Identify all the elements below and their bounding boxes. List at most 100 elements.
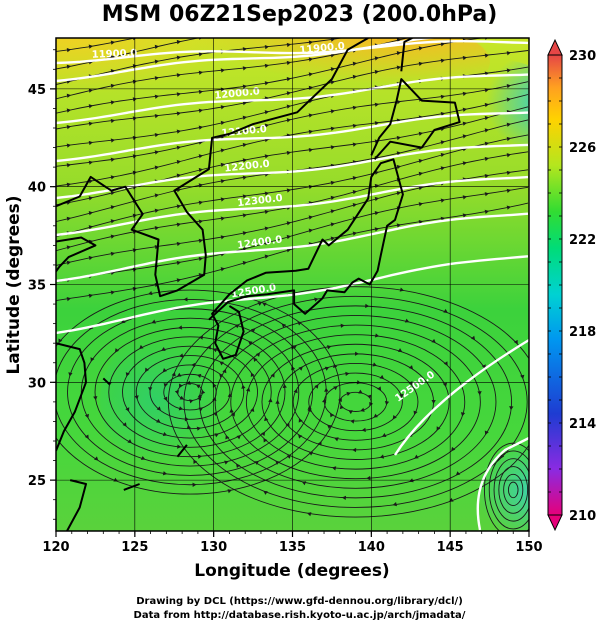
wind-arrow [154,165,159,170]
wind-arrow [177,444,182,449]
x-tick-label: 140 [358,540,385,555]
wind-arrow [140,455,146,460]
wind-arrow [268,398,273,403]
wind-arrow [331,466,337,471]
wind-arrow [220,179,225,184]
axis-ticks [50,49,530,537]
y-tick-label: 45 [28,83,46,98]
wind-arrow [484,209,489,214]
wind-arrow [293,388,298,394]
wind-arrow [88,44,93,49]
wind-arrow [270,373,275,378]
wind-arrow [408,365,414,370]
wind-arrow [367,394,372,399]
wind-arrow [261,431,266,437]
wind-arrow [148,290,153,296]
wind-arrow [242,101,247,106]
wind-arrow [66,124,71,130]
wind-arrow [198,167,203,173]
wind-arrow [462,121,467,126]
anticyclonic-streamline [230,324,481,480]
wind-arrow [264,226,269,231]
wind-arrow [374,102,379,107]
contour-label: 11900.0 [92,48,138,61]
wind-arrow [183,297,188,302]
wind-arrow [462,91,467,96]
wind-arrow [227,489,232,494]
wind-arrow [220,120,225,126]
wind-arrow [484,156,489,162]
wind-arrow [176,204,181,209]
wind-arrow [110,290,115,295]
wind-arrow [176,372,182,377]
wind-arrow [186,424,191,430]
wind-arrow [196,426,202,431]
wind-arrow [308,147,313,153]
wind-arrow [88,104,93,109]
wind-arrow [139,344,144,350]
wind-arrow [176,278,181,283]
wind-arrow [220,235,225,240]
wind-arrow [396,65,401,70]
wind-arrow [88,293,93,298]
wind-arrow [307,512,312,517]
eddy-streamline [507,481,519,499]
wind-arrow [114,348,119,353]
wind-arrow [419,33,423,37]
y-tick-label: 30 [28,376,46,391]
wind-arrow [198,70,203,75]
wind-arrow [189,399,194,404]
wind-arrow [176,39,181,45]
wind-arrow [66,163,71,168]
wind-arrow [308,72,313,77]
wind-arrow [346,391,351,396]
height-contour [393,338,529,456]
wind-arrow [330,236,335,241]
wind-arrow [176,55,181,60]
wind-arrow [381,433,387,437]
wind-arrow [399,393,404,399]
wind-arrow [219,361,224,366]
wind-arrow [198,89,203,95]
wind-arrow [110,83,115,89]
wind-arrow [264,154,269,159]
wind-arrow [154,132,159,138]
wind-arrow [125,372,130,377]
wind-arrow [484,88,489,93]
cyclonic-streamline [56,299,327,486]
wind-arrow [308,228,313,233]
colorbar-tick-label: 218 [569,325,596,340]
wind-arrow [462,195,467,200]
wind-arrow [414,454,419,459]
wind-arrow [509,406,514,411]
wind-arrow [242,129,247,134]
wind-arrow [301,481,307,486]
anticyclonic-streamline [261,343,450,460]
wind-arrow [192,482,197,487]
wind-arrow [441,28,445,32]
wind-arrow [506,51,511,56]
wind-arrow [154,208,159,213]
cyclonic-streamline [135,355,245,430]
wind-arrow [155,31,159,35]
warm-region-northwest [56,38,310,130]
wind-arrow [236,435,241,440]
wind-arrow [513,339,518,345]
wind-arrow [484,430,489,435]
wind-arrow [324,387,329,392]
wind-arrow [308,215,313,220]
wind-arrow [365,303,370,309]
wind-arrow [253,357,258,362]
wind-arrow [224,460,229,465]
wind-arrow [286,76,291,82]
wind-arrow [177,325,183,330]
wind-arrow [154,226,159,231]
wind-arrow [361,427,366,433]
wind-arrow [308,40,313,45]
wind-arrow [375,30,379,34]
wind-arrow [374,121,379,126]
wind-arrow [220,267,225,272]
wind-arrow [275,399,280,404]
wind-arrow [275,460,280,465]
